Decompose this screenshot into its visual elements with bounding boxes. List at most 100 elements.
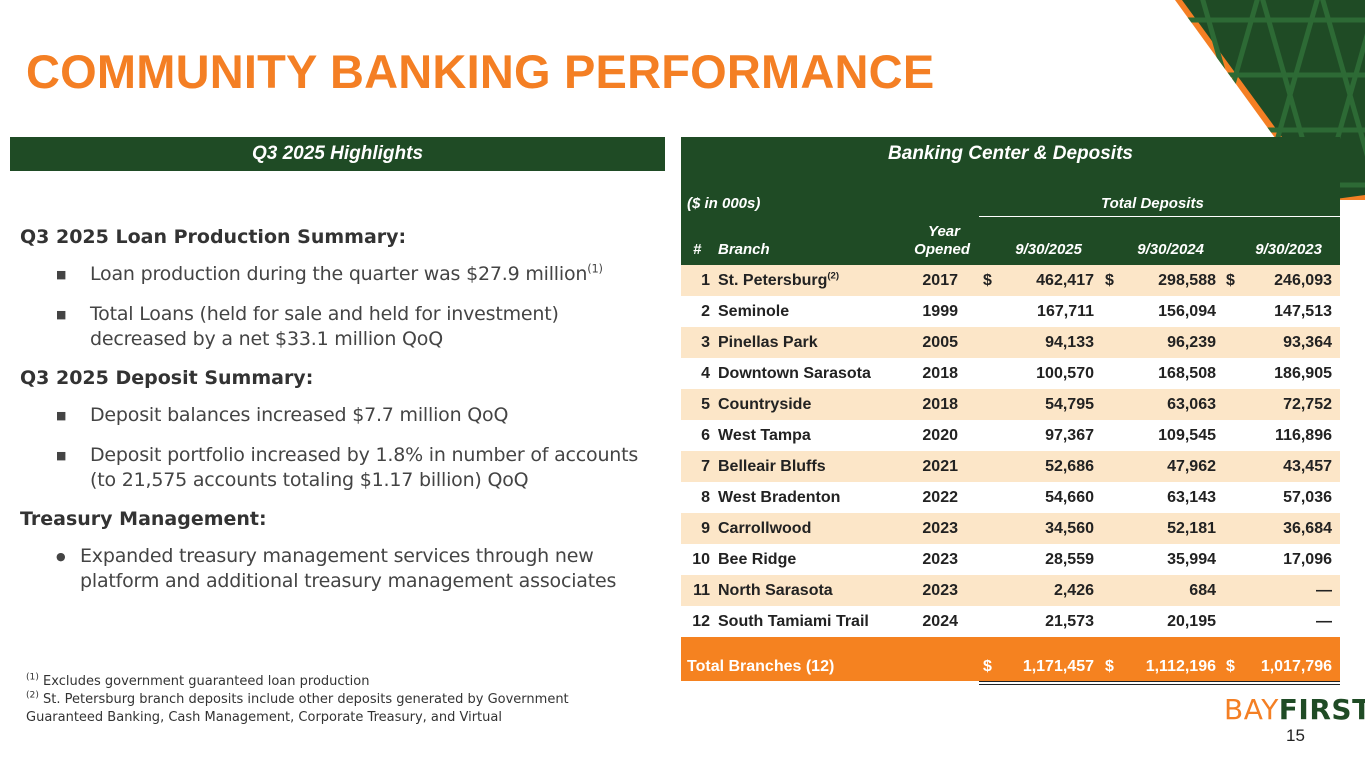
branch-name: Downtown Sarasota: [718, 365, 871, 382]
units-label: ($ in 000s): [687, 195, 761, 212]
deposits-2025: 94,133: [1045, 334, 1094, 351]
list-item: ■ Loan production during the quarter was…: [56, 261, 603, 285]
total-2025: 1,171,457: [1022, 658, 1094, 675]
deposits-2023: 246,093: [1274, 272, 1332, 289]
dollar-sign: $: [983, 272, 992, 289]
table-row: 2 Seminole 1999 167,711 156,094 147,513: [681, 296, 1340, 327]
deposits-2025: 2,426: [1053, 582, 1094, 599]
branch-name: St. Petersburg(2): [718, 270, 840, 289]
branch-name: North Sarasota: [718, 582, 833, 599]
row-number: 8: [701, 489, 710, 506]
table-row: 3 Pinellas Park 2005 94,133 96,239 93,364: [681, 327, 1340, 358]
footnotes: (1) Excludes government guaranteed loan …: [26, 672, 569, 725]
row-number: 6: [701, 427, 710, 444]
deposits-2024: 47,962: [1167, 458, 1216, 475]
deposits-table: ($ in 000s) Total Deposits # Branch Year…: [681, 171, 1340, 685]
highlights-header: Q3 2025 Highlights: [10, 137, 665, 171]
deposits-2024: 156,094: [1158, 303, 1216, 320]
deposits-2023: 17,096: [1283, 551, 1332, 568]
year-opened: 2021: [922, 458, 958, 475]
deposits-2025: 52,686: [1045, 458, 1094, 475]
bayfirst-logo: BAYFIRST: [1224, 693, 1365, 726]
page-title: COMMUNITY BANKING PERFORMANCE: [26, 45, 935, 98]
table-row: 1 St. Petersburg(2) 2017 $ $ $462,417 298,588 2…: [681, 265, 1340, 296]
deposits-2024: 52,181: [1167, 520, 1216, 537]
deposits-2023: —: [1316, 613, 1332, 630]
branch-name: Seminole: [718, 303, 790, 320]
double-underline: [979, 681, 1340, 685]
row-number: 7: [701, 458, 710, 475]
table-row: 9 Carrollwood 2023 34,560 52,181 36,684: [681, 513, 1340, 544]
branch-name: Belleair Bluffs: [718, 458, 826, 475]
deposits-header: Banking Center & Deposits: [681, 137, 1340, 171]
row-number: 12: [692, 613, 710, 630]
branch-name: Countryside: [718, 396, 812, 413]
deposits-2025: 28,559: [1045, 551, 1094, 568]
deposits-2024: 63,063: [1167, 396, 1216, 413]
col-header-branch: Branch: [718, 241, 770, 258]
deposits-2024: 20,195: [1167, 613, 1216, 630]
year-opened: 2022: [922, 489, 958, 506]
total-dollar-3: $: [1226, 658, 1235, 675]
deposits-2023: 147,513: [1274, 303, 1332, 320]
deposits-2025: 100,570: [1036, 365, 1094, 382]
year-opened: 2023: [922, 551, 958, 568]
row-number: 5: [701, 396, 710, 413]
deposits-2025: 97,367: [1045, 427, 1094, 444]
deposits-2023: 116,896: [1275, 427, 1332, 444]
table-header: ($ in 000s) Total Deposits # Branch Year…: [681, 171, 1340, 265]
col-header-year-2: Opened: [914, 241, 970, 258]
deposits-2025: 34,560: [1045, 520, 1094, 537]
year-opened: 2020: [922, 427, 958, 444]
table-row: 5 Countryside 2018 54,795 63,063 72,752: [681, 389, 1340, 420]
total-label: Total Branches (12): [687, 658, 835, 675]
table-row: 6 West Tampa 2020 97,367 109,545 116,896: [681, 420, 1340, 451]
year-opened: 2024: [922, 613, 958, 630]
deposits-2024: 298,588: [1158, 272, 1216, 289]
bullet-icon: ●: [56, 550, 66, 563]
dollar-sign: $: [1226, 272, 1235, 289]
total-row: Total Branches (12) $ 1,171,457 $ 1,112,…: [681, 637, 1340, 681]
deposits-2023: 186,905: [1274, 365, 1332, 382]
table-row: 12 South Tamiami Trail 2024 21,573 20,195 —: [681, 606, 1340, 637]
table-row: 8 West Bradenton 2022 54,660 63,143 57,036: [681, 482, 1340, 513]
deposits-2025: 462,417: [1036, 272, 1094, 289]
page-number: 15: [1286, 726, 1305, 745]
deposit-summary-heading: Q3 2025 Deposit Summary:: [20, 367, 314, 389]
deposits-2024: 109,545: [1158, 427, 1216, 444]
highlights-panel: Q3 2025 Loan Production Summary: ■ Loan …: [20, 226, 660, 609]
col-header-year-1: Year: [928, 223, 960, 240]
list-item: ■ Deposit portfolio increased by 1.8% in…: [56, 444, 639, 491]
year-opened: 2023: [922, 582, 958, 599]
list-item: ■ Total Loans (held for sale and held fo…: [56, 303, 559, 350]
header-rule: [979, 216, 1340, 217]
row-number: 11: [693, 582, 710, 599]
deposits-2025: 54,660: [1045, 489, 1094, 506]
deposits-2024: 684: [1189, 582, 1216, 599]
row-number: 2: [701, 303, 710, 320]
table-row: 7 Belleair Bluffs 2021 52,686 47,962 43,457: [681, 451, 1340, 482]
deposits-2025: 54,795: [1045, 396, 1094, 413]
deposits-2023: 93,364: [1283, 334, 1332, 351]
table-row: 11 North Sarasota 2023 2,426 684 —: [681, 575, 1340, 606]
row-number: 4: [701, 365, 710, 382]
branch-name: Bee Ridge: [718, 551, 797, 568]
dollar-sign: $: [1105, 272, 1114, 289]
deposits-2023: 43,457: [1283, 458, 1332, 475]
year-opened: 2018: [922, 365, 958, 382]
total-2023: 1,017,796: [1260, 658, 1332, 675]
row-number: 9: [701, 520, 710, 537]
branch-name: Pinellas Park: [718, 334, 818, 351]
year-opened: 2023: [922, 520, 958, 537]
col-header-2023: 9/30/2023: [1255, 241, 1322, 258]
branch-name: South Tamiami Trail: [718, 613, 869, 630]
deposits-2023: —: [1316, 582, 1332, 599]
year-opened: 2018: [922, 396, 958, 413]
row-number: 3: [701, 334, 710, 351]
table-row: 10 Bee Ridge 2023 28,559 35,994 17,096: [681, 544, 1340, 575]
col-header-2024: 9/30/2024: [1137, 241, 1204, 258]
col-header-2025: 9/30/2025: [1015, 241, 1082, 258]
treasury-heading: Treasury Management:: [20, 508, 267, 530]
list-item: ■ Deposit balances increased $7.7 millio…: [56, 404, 509, 426]
deposits-2024: 96,239: [1167, 334, 1216, 351]
